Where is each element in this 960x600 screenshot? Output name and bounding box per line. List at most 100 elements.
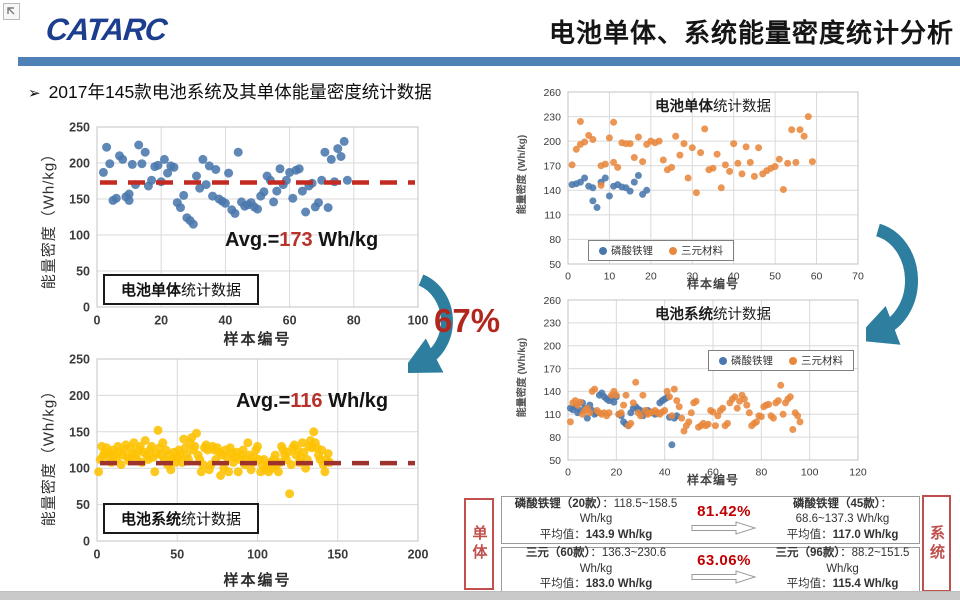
scatter-plot-cell-by-material: 0 10 20 30 40 50 60 70 50 80 110 140 170 200 230 260 [512,82,872,296]
caption-rest: 统计数据 [181,511,242,528]
avg-unit: Wh/kg [312,229,379,251]
legend: 磷酸铁锂 三元材料 [708,350,854,371]
svg-text:140: 140 [543,185,561,197]
svg-text:0: 0 [565,467,571,479]
avg-label: 平均值： [786,528,833,541]
chart-system-overall: 0 50 100 150 200 0 50 100 150 200 250 能量密度（Wh/kg） … [35,345,435,593]
chart-title: 电池单体统计数据 [568,95,858,116]
material-name: 磷酸铁锂（45款） [792,497,881,510]
y-axis-label: 能量密度 (Wh/kg) [517,337,529,417]
legend-item-ncm: 三元材料 [789,353,843,368]
ncm-dot-icon [789,357,797,365]
svg-text:60: 60 [707,467,719,479]
cell-column-header: 单体 [464,498,494,590]
svg-text:60: 60 [811,271,823,283]
scatter-plot-system-by-material: 0 20 40 60 80 100 120 50 80 110 140 170 200 230 260 [512,292,872,492]
retention-percent: 63.06% [697,552,751,569]
svg-text:200: 200 [543,340,561,352]
avg-label: 平均值： [786,578,833,591]
lfp-dot-icon [719,357,727,365]
avg-value: 116 [290,390,323,412]
lfp-retention: 81.42% [682,503,766,538]
svg-text:0: 0 [83,301,90,315]
chart-caption-box: 电池系统统计数据 [103,503,260,534]
svg-text:170: 170 [543,363,561,375]
avg-value: 117.0 Wh/kg [832,528,899,541]
retention-percent: 81.42% [697,502,751,520]
avg-annotation: Avg.=173 Wh/kg [225,229,378,252]
x-axis-label: 样本编号 [686,473,739,487]
bullet-text: 2017年145款电池系统及其单体能量密度统计数据 [48,82,432,102]
svg-text:260: 260 [543,295,561,307]
block-arrow-right-icon [691,520,757,535]
svg-text:50: 50 [769,271,781,283]
legend-item-lfp: 磷酸铁锂 [719,353,773,368]
svg-text:200: 200 [69,389,90,403]
svg-text:100: 100 [69,462,90,476]
svg-text:0: 0 [565,271,571,283]
svg-text:170: 170 [543,160,561,172]
svg-text:20: 20 [154,314,168,328]
y-axis-label: 能量密度（Wh/kg） [40,145,58,289]
title-bold: 电池系统 [655,307,713,323]
svg-text:150: 150 [69,425,90,439]
svg-text:100: 100 [801,467,819,479]
svg-text:30: 30 [686,271,698,283]
range-value: ：136.3~230.6 Wh/kg [579,547,667,575]
svg-text:80: 80 [549,432,561,444]
ncm-cell-stats: 三元（60款）：136.3~230.6 Wh/kg 平均值：183.0 Wh/k… [502,546,682,593]
svg-text:260: 260 [543,87,561,99]
chart-system-by-material: 0 20 40 60 80 100 120 50 80 110 140 170 200 230 260 能量… [512,292,872,492]
caption-rest: 统计数据 [181,282,242,299]
page-title: 电池单体、系统能量密度统计分析 [548,18,954,48]
table-row-lfp: 磷酸铁锂（20款）：118.5~158.5 Wh/kg 平均值：143.9 Wh… [501,496,920,544]
svg-text:150: 150 [69,193,90,207]
svg-text:230: 230 [543,111,561,123]
svg-text:40: 40 [659,467,671,479]
ncm-retention: 63.06% [682,552,766,587]
svg-text:100: 100 [247,548,268,562]
chart-cell-overall: 0 20 40 60 80 100 0 50 100 150 200 250 能量密度（Wh/kg） … [35,112,435,352]
catarc-logo: CATARC [44,12,169,47]
svg-text:100: 100 [69,229,90,243]
table-row-ncm: 三元（60款）：136.3~230.6 Wh/kg 平均值：183.0 Wh/k… [501,547,920,592]
svg-text:70: 70 [852,271,864,283]
lfp-cell-stats: 磷酸铁锂（20款）：118.5~158.5 Wh/kg 平均值：143.9 Wh… [502,497,682,544]
range-value: ：68.6~137.3 Wh/kg [795,497,893,526]
svg-text:250: 250 [69,121,90,135]
svg-text:120: 120 [849,467,867,479]
material-name: 三元（60款） [525,547,591,560]
svg-text:110: 110 [544,210,561,222]
svg-text:50: 50 [549,455,561,467]
material-name: 三元（96款） [775,547,841,560]
legend-item-lfp: 磷酸铁锂 [599,243,653,258]
svg-text:50: 50 [76,498,90,512]
corner-resize-icon[interactable] [3,3,20,20]
bullet-line: ➢ 2017年145款电池系统及其单体能量密度统计数据 [28,79,432,104]
scatter-plot-system-overall: 0 50 100 150 200 0 50 100 150 200 250 [35,345,435,593]
svg-text:80: 80 [755,467,767,479]
chart-cell-by-material: 0 10 20 30 40 50 60 70 50 80 110 140 170 200 230 260 能量… [512,82,872,296]
caption-bold: 电池单体 [121,282,182,299]
avg-unit: Wh/kg [322,390,389,412]
block-arrow-right-icon [691,570,757,584]
title-rest: 统计数据 [713,307,771,323]
svg-text:200: 200 [408,548,429,562]
scatter-plot-cell-overall: 0 20 40 60 80 100 0 50 100 150 200 250 [35,112,435,352]
chart-caption-box: 电池单体统计数据 [103,274,260,305]
svg-text:250: 250 [69,353,90,367]
svg-text:50: 50 [76,265,90,279]
legend: 磷酸铁锂 三元材料 [588,240,734,261]
svg-text:0: 0 [83,535,90,549]
lfp-dot-icon [599,247,607,255]
avg-value: 143.9 Wh/kg [585,528,653,541]
svg-text:50: 50 [170,548,184,562]
svg-text:0: 0 [94,548,101,562]
svg-text:80: 80 [549,234,561,246]
avg-prefix: Avg.= [225,229,280,251]
slide-footer-bar [0,591,960,600]
cell-to-system-percent: 67% [434,302,501,339]
svg-text:40: 40 [728,271,740,283]
title-bold: 电池单体 [655,99,713,115]
